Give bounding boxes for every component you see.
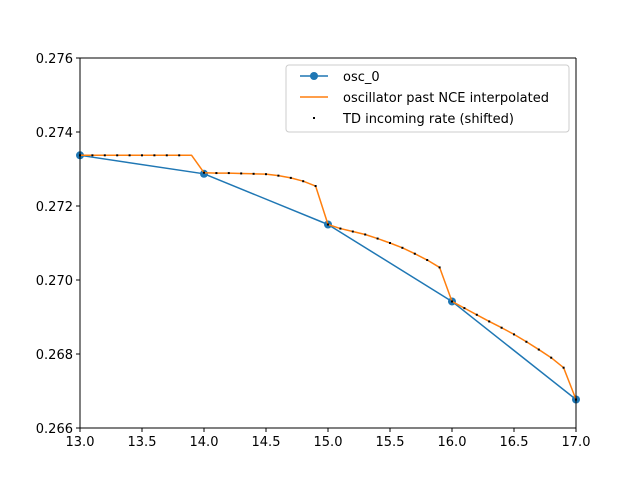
- series-point-td-incoming-rate-shifted: [488, 320, 491, 323]
- series-point-td-incoming-rate-shifted: [327, 223, 329, 226]
- series-point-td-incoming-rate-shifted: [116, 154, 119, 157]
- y-tick-label: 0.274: [36, 126, 73, 141]
- legend-label-td-rate: TD incoming rate (shifted): [342, 112, 514, 127]
- series-point-td-incoming-rate-shifted: [165, 154, 168, 157]
- series-point-td-incoming-rate-shifted: [240, 172, 243, 175]
- series-point-td-incoming-rate-shifted: [438, 266, 441, 269]
- series-point-td-incoming-rate-shifted: [401, 246, 404, 249]
- series-point-td-incoming-rate-shifted: [451, 300, 453, 303]
- series-marker-osc-0: [200, 169, 208, 178]
- series-point-td-incoming-rate-shifted: [178, 154, 181, 157]
- x-tick-label: 16.5: [500, 435, 529, 450]
- series-point-td-incoming-rate-shifted: [215, 172, 218, 175]
- series-layer: [76, 151, 580, 404]
- x-tick-label: 15.5: [376, 435, 405, 450]
- series-point-td-incoming-rate-shifted: [513, 333, 515, 336]
- x-axis-ticks: 13.0 13.5 14.0 14.5 15.0 15.5 16.0 16.5 17.0: [66, 428, 591, 450]
- series-point-td-incoming-rate-shifted: [376, 237, 379, 240]
- series-point-td-incoming-rate-shifted: [302, 180, 305, 183]
- series-point-td-incoming-rate-shifted: [389, 242, 391, 244]
- series-point-td-incoming-rate-shifted: [351, 230, 354, 233]
- series-point-td-incoming-rate-shifted: [128, 154, 131, 157]
- x-tick-label: 13.5: [128, 435, 157, 450]
- series-point-td-incoming-rate-shifted: [203, 171, 205, 174]
- legend-label-osc-0: osc_0: [343, 70, 380, 85]
- series-point-td-incoming-rate-shifted: [550, 356, 553, 359]
- series-point-td-incoming-rate-shifted: [537, 348, 540, 351]
- series-point-td-incoming-rate-shifted: [103, 154, 106, 157]
- plot-frame: [79, 57, 577, 429]
- x-tick-label: 16.0: [438, 435, 467, 450]
- series-point-td-incoming-rate-shifted: [141, 154, 143, 157]
- legend-marker-osc-0: [310, 72, 318, 80]
- y-tick-label: 0.272: [36, 200, 73, 215]
- legend-marker-td-rate: [313, 117, 315, 119]
- series-point-td-incoming-rate-shifted: [252, 172, 255, 175]
- y-tick-label: 0.268: [36, 348, 73, 363]
- series-point-td-incoming-rate-shifted: [289, 176, 292, 179]
- series-point-td-incoming-rate-shifted: [314, 185, 317, 188]
- series-point-td-incoming-rate-shifted: [265, 173, 267, 176]
- x-tick-label: 13.0: [66, 435, 95, 450]
- series-point-td-incoming-rate-shifted: [463, 307, 466, 310]
- x-tick-label: 14.0: [190, 435, 219, 450]
- series-point-td-incoming-rate-shifted: [426, 259, 429, 262]
- series-point-td-incoming-rate-shifted: [227, 172, 230, 175]
- x-tick-label: 14.5: [252, 435, 281, 450]
- series-point-td-incoming-rate-shifted: [500, 326, 503, 329]
- x-tick-label: 17.0: [562, 435, 591, 450]
- x-tick-label: 15.0: [314, 435, 343, 450]
- legend-box: [285, 64, 570, 133]
- legend: osc_0 oscillator past NCE interpolated T…: [285, 64, 570, 133]
- y-tick-label: 0.266: [36, 422, 73, 437]
- series-point-td-incoming-rate-shifted: [91, 154, 94, 157]
- y-axis-ticks: 0.266 0.268 0.270 0.272 0.274 0.276: [36, 52, 80, 437]
- series-point-td-incoming-rate-shifted: [413, 252, 416, 255]
- series-point-td-incoming-rate-shifted: [153, 154, 156, 157]
- legend-label-interpolated: oscillator past NCE interpolated: [343, 91, 549, 106]
- series-point-td-incoming-rate-shifted: [525, 340, 528, 343]
- series-point-td-incoming-rate-shifted: [475, 313, 478, 316]
- y-tick-label: 0.276: [36, 52, 73, 67]
- series-point-td-incoming-rate-shifted: [364, 233, 367, 236]
- series-point-td-incoming-rate-shifted: [277, 174, 280, 177]
- series-point-td-incoming-rate-shifted: [339, 227, 342, 230]
- series-point-td-incoming-rate-shifted: [562, 366, 565, 369]
- y-tick-label: 0.270: [36, 274, 73, 289]
